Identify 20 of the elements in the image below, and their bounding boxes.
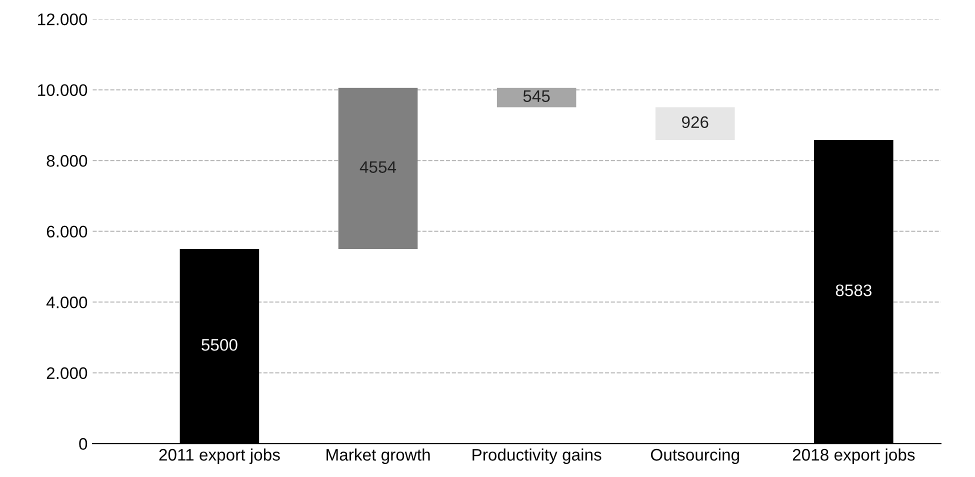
data-label: 545 (523, 90, 550, 102)
bar (655, 107, 735, 140)
x-tick-label: Market growth (326, 448, 430, 464)
y-tick-label: 4.000 (46, 296, 88, 308)
data-label: 926 (682, 116, 708, 128)
data-label: 4554 (360, 161, 396, 173)
y-tick-label: 2.000 (46, 367, 88, 380)
x-tick-label: Outsourcing (650, 448, 739, 464)
bar (338, 88, 418, 250)
x-tick-label: Productivity gains (472, 448, 602, 464)
y-tick-label: 12.000 (38, 13, 88, 26)
y-tick-label: 8.000 (46, 154, 88, 167)
y-tick-label: 0 (79, 438, 88, 450)
y-tick-label: 6.000 (46, 226, 88, 238)
bar (496, 88, 576, 108)
x-tick-label: 2011 export jobs (159, 448, 280, 464)
y-tick-label: 10.000 (38, 84, 88, 96)
x-tick-label: 2018 export jobs (792, 448, 915, 464)
data-label: 8583 (836, 284, 872, 296)
data-label: 5500 (202, 338, 238, 351)
